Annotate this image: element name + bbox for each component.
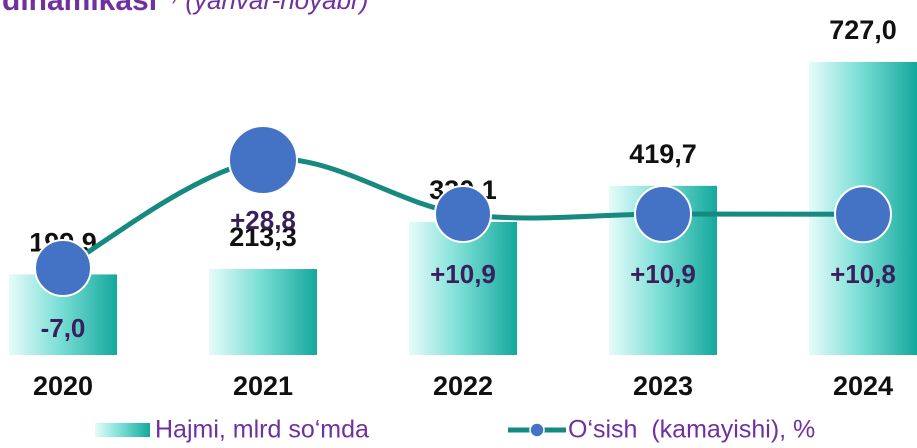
x-tick-label: 2021: [233, 371, 293, 401]
bar: [209, 269, 317, 355]
growth-value-label: +10,9: [630, 259, 696, 289]
subtitle: (yanvar-noyabr): [185, 0, 368, 15]
growth-value-label: -7,0: [41, 313, 86, 343]
growth-marker: [434, 185, 492, 243]
title-text: dinamikasi: [2, 0, 157, 17]
legend-label: O‘sish (kamayishi), %: [568, 416, 815, 444]
growth-marker: [634, 185, 692, 243]
legend-swatch-bar: [95, 423, 150, 437]
growth-value-label: +10,8: [830, 259, 896, 289]
x-tick-label: 2024: [833, 371, 893, 401]
bar-value-label: 419,7: [629, 139, 697, 169]
growth-marker: [228, 125, 298, 195]
x-tick-label: 2020: [33, 371, 93, 401]
bar-value-label: 727,0: [829, 15, 897, 45]
bar: [409, 221, 517, 355]
title-note: 1): [163, 0, 177, 4]
growth-value-label: +10,9: [430, 259, 496, 289]
legend-swatch-marker: [529, 422, 545, 438]
growth-value-label: +28,8: [230, 205, 296, 235]
chart-title: dinamikasi 1) (yanvar-noyabr): [2, 0, 368, 17]
growth-marker: [834, 185, 892, 244]
x-tick-label: 2023: [633, 371, 693, 401]
bar-value-label: 213,3: [229, 222, 297, 252]
growth-marker: [34, 239, 92, 297]
legend-label: Hajmi, mlrd so‘mda: [155, 416, 369, 444]
x-tick-label: 2022: [433, 371, 493, 401]
